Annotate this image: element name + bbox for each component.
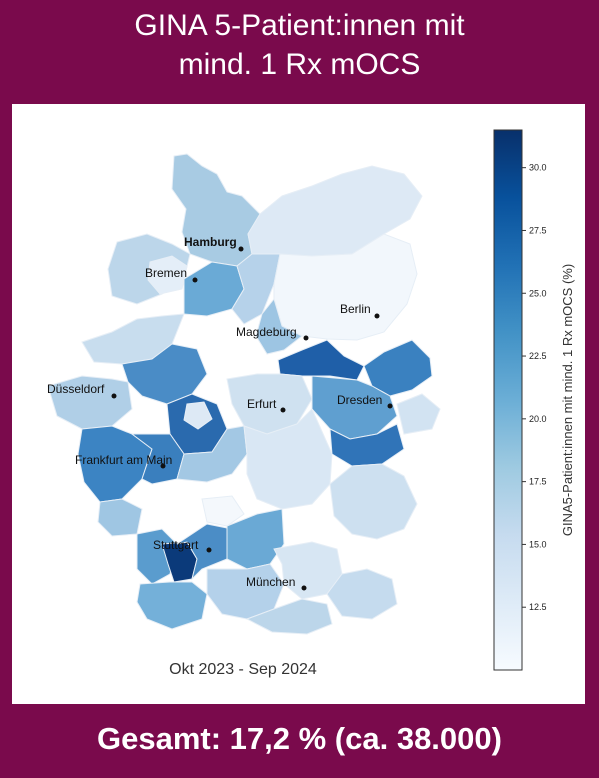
- colorbar-tick-label: 17.5: [529, 477, 547, 487]
- region: [277, 339, 365, 381]
- region: [121, 343, 208, 405]
- region: [147, 255, 188, 295]
- choropleth-figure: Hamburg Bremen Berlin Magdeburg Düsseldo…: [47, 129, 575, 678]
- city-label-frankfurt: Frankfurt am Main: [75, 453, 172, 467]
- colorbar-tick-label: 20.0: [529, 414, 547, 424]
- colorbar-tick-label: 15.0: [529, 539, 547, 549]
- city-label-duesseldorf: Düsseldorf: [47, 382, 105, 396]
- region: [226, 373, 313, 435]
- germany-map: [47, 153, 441, 635]
- title-line-2: mind. 1 Rx mOCS: [178, 48, 421, 81]
- region: [171, 153, 261, 267]
- colorbar-tick-label: 30.0: [529, 163, 547, 173]
- city-label-bremen: Bremen: [145, 266, 187, 280]
- total-summary: Gesamt: 17,2 % (ca. 38.000): [97, 721, 502, 756]
- city-label-erfurt: Erfurt: [247, 397, 277, 411]
- region: [130, 433, 185, 485]
- region: [77, 425, 153, 503]
- region: [245, 598, 333, 635]
- city-dot-frankfurt: [160, 463, 166, 469]
- region: [329, 463, 418, 540]
- region: [176, 523, 233, 581]
- city-dot-duesseldorf: [111, 393, 117, 399]
- city-dot-berlin: [374, 313, 380, 319]
- colorbar-label: GINA5-Patient:innen mit mind. 1 Rx mOCS …: [560, 264, 575, 536]
- colorbar-tick-label: 12.5: [529, 602, 547, 612]
- region: [326, 568, 398, 620]
- colorbar: [493, 129, 523, 671]
- city-label-muenchen: München: [246, 575, 295, 589]
- region: [136, 528, 178, 585]
- region: [255, 297, 303, 355]
- region: [243, 408, 333, 510]
- region: [47, 375, 133, 430]
- city-dot-dresden: [387, 403, 393, 409]
- title-line-1: GINA 5-Patient:innen mit: [134, 9, 465, 42]
- colorbar-tick-label: 22.5: [529, 351, 547, 361]
- colorbar-ticks: 12.5 15.0 17.5 20.0 22.5 25.0 27.5 30.0: [522, 163, 547, 612]
- region: [97, 498, 143, 537]
- city-dot-erfurt: [280, 407, 286, 413]
- city-dot-muenchen: [301, 585, 307, 591]
- city-markers: Hamburg Bremen Berlin Magdeburg Düsseldo…: [47, 235, 393, 591]
- city-label-berlin: Berlin: [340, 302, 371, 316]
- city-label-dresden: Dresden: [337, 393, 382, 407]
- period-label: Okt 2023 - Sep 2024: [169, 661, 317, 678]
- region: [329, 423, 405, 467]
- city-dot-bremen: [192, 277, 198, 283]
- region: [396, 393, 441, 435]
- map-panel: Hamburg Bremen Berlin Magdeburg Düsseldo…: [12, 104, 585, 704]
- city-dot-stuttgart: [206, 547, 212, 553]
- region: [311, 375, 398, 440]
- colorbar-tick-label: 25.0: [529, 288, 547, 298]
- city-dot-hamburg: [238, 246, 244, 252]
- city-dot-magdeburg: [303, 335, 309, 341]
- city-label-hamburg: Hamburg: [184, 235, 237, 249]
- colorbar-tick-label: 27.5: [529, 225, 547, 235]
- city-label-magdeburg: Magdeburg: [236, 325, 297, 339]
- region: [183, 401, 213, 430]
- region: [136, 581, 208, 630]
- page-title: GINA 5-Patient:innen mit mind. 1 Rx mOCS: [0, 6, 599, 84]
- city-label-stuttgart: Stuttgart: [153, 538, 199, 552]
- region: [81, 313, 185, 365]
- region: [201, 495, 245, 527]
